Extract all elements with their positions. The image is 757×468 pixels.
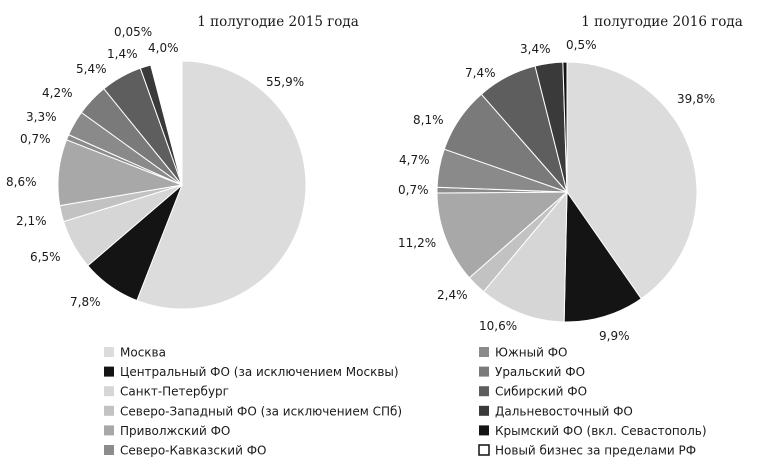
data-label-outside_rf: 4,0% [148, 41, 179, 55]
data-label-ural: 4,2% [42, 86, 73, 100]
data-label-volga: 11,2% [398, 236, 436, 250]
legend-label-far_east: Дальневосточный ФО [495, 404, 633, 418]
legend-label-north_caucasus: Северо-Кавказский ФО [120, 444, 266, 458]
data-label-central: 7,8% [70, 295, 101, 309]
legend-label-ural: Уральский ФО [495, 365, 585, 379]
data-label-spb: 10,6% [479, 319, 517, 333]
slice-outside_rf [150, 60, 183, 186]
legend-item-siberia: Сибирский ФО [479, 385, 587, 399]
legend-item-volga: Приволжский ФО [104, 424, 230, 438]
data-label-far_east: 1,4% [107, 47, 138, 61]
slice-volga [436, 191, 569, 279]
data-label-siberia: 5,4% [76, 62, 107, 76]
legend-swatch-moscow [104, 347, 114, 357]
chart-title-2016: 1 полугодие 2016 года [581, 14, 743, 30]
chart-title-2015: 1 полугодие 2015 года [197, 14, 359, 30]
legend-label-spb: Санкт-Петербург [120, 385, 229, 399]
pie-chart-2015: 55,9% 7,8% 6,5% 2,1% 8,6% 0,7% 3,3% 4,2%5,4%1,4… [6, 25, 307, 310]
legend-swatch-ural [479, 366, 489, 377]
legend-label-south: Южный ФО [495, 346, 567, 360]
legend-swatch-crimea [479, 425, 489, 436]
legend-item-moscow: Москва [104, 346, 166, 360]
slice-central [563, 190, 642, 323]
legend-item-spb: Санкт-Петербург [104, 385, 229, 399]
data-label-far_east: 3,4% [520, 42, 551, 56]
data-label-south: 4,7% [399, 153, 430, 167]
legend-swatch-central [104, 366, 114, 377]
legend-swatch-volga [104, 425, 114, 436]
data-label-spb: 6,5% [30, 250, 61, 264]
legend-swatch-south [479, 347, 489, 357]
legend-label-crimea: Крымский ФО (вкл. Севастополь) [495, 424, 707, 438]
data-label-crimea: 0,5% [566, 38, 597, 52]
legend-swatch-northwest [104, 405, 114, 416]
legend-label-northwest: Северо-Западный ФО (за исключением СПб) [120, 404, 402, 418]
legend-item-central: Центральный ФО (за исключением Москвы) [104, 365, 399, 379]
legend: Москва Центральный ФО (за исключением Мос… [104, 346, 707, 458]
legend-item-crimea: Крымский ФО (вкл. Севастополь) [479, 424, 707, 438]
legend-label-central: Центральный ФО (за исключением Москвы) [120, 365, 399, 379]
legend-swatch-spb [104, 386, 114, 397]
data-label-south: 3,3% [26, 110, 57, 124]
legend-item-northwest: Северо-Западный ФО (за исключением СПб) [104, 404, 402, 418]
data-label-central: 9,9% [599, 329, 630, 343]
legend-label-outside_rf: Новый бизнес за пределами РФ [495, 444, 696, 458]
legend-swatch-far_east [479, 405, 489, 416]
data-label-north_caucasus: 0,7% [20, 132, 51, 146]
data-label-north_caucasus: 0,7% [398, 183, 429, 197]
slice-crimea [562, 61, 568, 193]
slice-spb [482, 190, 568, 323]
data-label-moscow: 55,9% [266, 75, 304, 89]
legend-item-ural: Уральский ФО [479, 365, 585, 379]
legend-item-north_caucasus: Северо-Кавказский ФО [104, 444, 266, 458]
legend-swatch-outside_rf [478, 444, 490, 456]
slice-moscow [566, 61, 698, 300]
slice-moscow [136, 60, 307, 310]
pie-chart-2016: 39,8% 9,9% 10,6% 2,4% 11,2% 0,7% 4,7% 8,1% 7,4% 3… [398, 38, 715, 343]
data-label-volga: 8,6% [6, 175, 37, 189]
legend-label-moscow: Москва [120, 346, 166, 360]
data-label-ural: 8,1% [413, 113, 444, 127]
data-label-northwest: 2,4% [437, 288, 468, 302]
data-label-moscow: 39,8% [677, 92, 715, 106]
legend-swatch-north_caucasus [104, 445, 114, 455]
legend-item-far_east: Дальневосточный ФО [479, 404, 633, 418]
legend-label-volga: Приволжский ФО [120, 424, 230, 438]
legend-item-outside_rf: Новый бизнес за пределами РФ [478, 444, 696, 458]
data-label-northwest: 2,1% [16, 214, 47, 228]
legend-label-siberia: Сибирский ФО [495, 385, 587, 399]
data-label-siberia: 7,4% [465, 66, 496, 80]
data-label-crimea: 0,05% [114, 25, 152, 39]
legend-swatch-siberia [479, 386, 489, 397]
legend-item-south: Южный ФО [479, 346, 567, 360]
